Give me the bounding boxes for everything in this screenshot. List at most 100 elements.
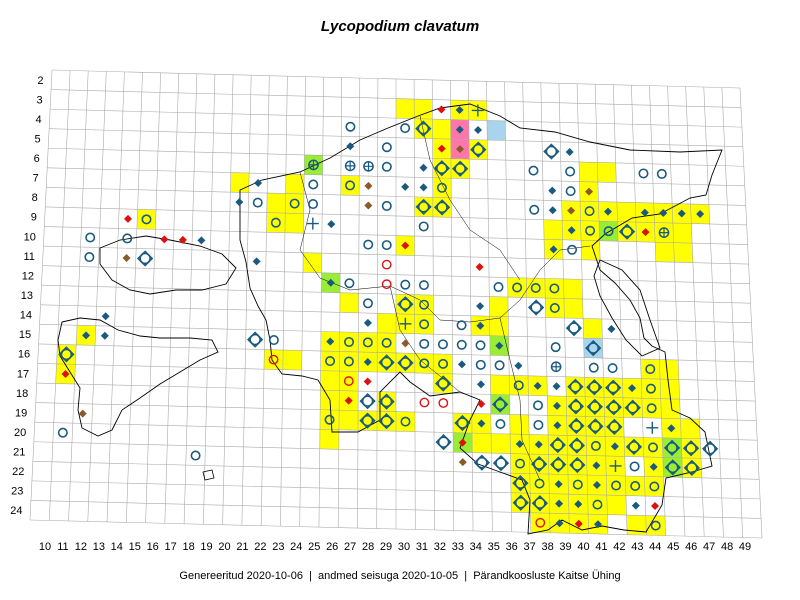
marker-ring (534, 497, 546, 510)
footer-info: Genereeritud 2020-10-06 | andmed seisuga… (0, 570, 800, 582)
record-marker-o (84, 252, 95, 263)
record-marker-bd (197, 236, 206, 245)
occupied-cell (581, 240, 601, 261)
record-marker-o (418, 280, 429, 291)
record-marker-o (141, 214, 152, 225)
record-marker-ro (381, 259, 392, 270)
column-label: 42 (613, 541, 625, 553)
record-marker-o (381, 200, 392, 211)
record-marker-bd (549, 245, 558, 254)
country-outline (57, 103, 723, 535)
record-marker-bd (455, 106, 464, 115)
occupied-cell (566, 396, 586, 417)
occupied-cell (491, 433, 511, 454)
record-marker-od (359, 392, 376, 410)
record-marker-o (549, 303, 560, 314)
occupied-cell (568, 474, 588, 495)
record-marker-od (397, 296, 414, 313)
record-marker-o (475, 340, 486, 351)
occupied-cell (358, 332, 378, 353)
record-marker-bd (495, 341, 504, 350)
occupied-cell (396, 352, 415, 373)
record-marker-bd (628, 384, 637, 393)
occupied-cell (319, 409, 340, 430)
column-label: 31 (416, 541, 428, 553)
column-label: 12 (75, 541, 87, 553)
footer-separator: | (306, 570, 315, 582)
column-label: 25 (308, 541, 320, 553)
occupied-cell (285, 173, 305, 195)
record-marker-od (567, 378, 584, 395)
marker-ring (570, 400, 582, 413)
occupied-cell (339, 292, 359, 313)
row-label: 6 (34, 153, 40, 165)
grid-hline (47, 167, 745, 187)
organization: Pärandkoosluste Kaitse Ühing (473, 570, 621, 582)
record-marker-od (492, 454, 510, 472)
record-marker-od (378, 413, 395, 430)
record-marker-o (363, 239, 374, 250)
row-label: 18 (16, 388, 28, 400)
mainland-outline (239, 103, 723, 535)
marker-ring (454, 162, 466, 175)
occupied-cell (302, 252, 322, 273)
occupied-cell (230, 172, 250, 193)
record-marker-od (470, 141, 487, 158)
record-marker-o (530, 282, 541, 293)
grid-vline (612, 84, 628, 535)
column-label: 14 (111, 541, 123, 553)
record-marker-bd (252, 257, 261, 266)
marker-ring (399, 298, 412, 311)
column-label: 40 (577, 541, 589, 553)
column-label: 41 (595, 541, 607, 553)
record-marker-bd (631, 501, 640, 510)
grid-hline (32, 461, 760, 480)
occupied-cell (643, 437, 663, 458)
record-marker-od (512, 494, 529, 511)
occupied-cell (263, 349, 284, 370)
grid-vline (431, 79, 435, 530)
record-marker-rd (641, 228, 650, 237)
column-label: 43 (631, 541, 643, 553)
map-title: Lycopodium clavatum (320, 18, 480, 35)
record-marker-od (605, 379, 622, 396)
row-label: 5 (35, 133, 41, 145)
marker-ring (569, 380, 582, 393)
grid-vline (486, 81, 493, 532)
record-marker-o (345, 121, 356, 132)
column-label: 44 (649, 541, 661, 553)
occupied-cell (509, 375, 529, 396)
column-label: 23 (272, 541, 284, 553)
record-marker-brd (364, 181, 373, 190)
record-markers-layer (57, 104, 719, 531)
record-marker-o (362, 337, 373, 348)
grid-hline (49, 128, 743, 147)
column-label: 15 (129, 541, 141, 553)
occupied-cell (662, 457, 683, 478)
marker-ring (436, 162, 448, 175)
record-marker-o (289, 198, 300, 209)
record-marker-od (587, 418, 604, 435)
column-label: 36 (506, 541, 518, 553)
marker-ring (589, 400, 601, 413)
column-label: 48 (721, 541, 733, 553)
row-label: 11 (23, 251, 34, 263)
record-marker-od (378, 354, 395, 371)
record-marker-o (494, 360, 505, 371)
marker-ring (399, 357, 412, 369)
record-marker-ro (268, 354, 279, 365)
record-marker-od (415, 120, 432, 137)
record-marker-o (270, 217, 281, 228)
grid-vline (631, 85, 647, 536)
marker-ring (361, 395, 374, 407)
column-label: 30 (398, 541, 410, 553)
marker-ring (568, 322, 580, 334)
record-marker-o (308, 199, 319, 210)
record-marker-bd (474, 126, 483, 135)
row-label: 24 (10, 505, 22, 517)
grid-hline (33, 441, 759, 461)
grid-vline (667, 86, 686, 537)
record-marker-bd (552, 401, 561, 410)
occupied-cell (510, 453, 530, 474)
record-marker-rd (160, 235, 169, 244)
